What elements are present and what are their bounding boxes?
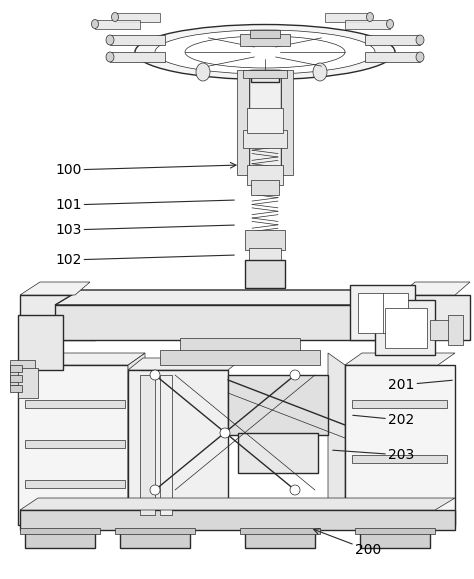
Bar	[25, 440, 125, 448]
Bar	[10, 375, 22, 382]
Bar	[245, 530, 315, 548]
Bar	[365, 35, 420, 45]
Bar	[115, 13, 160, 22]
Bar	[251, 70, 279, 82]
Polygon shape	[18, 353, 145, 365]
Bar	[281, 70, 293, 175]
Ellipse shape	[135, 24, 395, 79]
Ellipse shape	[313, 63, 327, 81]
Bar	[365, 52, 420, 62]
Polygon shape	[20, 282, 90, 295]
Bar	[251, 180, 279, 195]
Bar	[20, 295, 95, 340]
Bar	[352, 455, 447, 463]
Bar	[55, 305, 420, 340]
Bar	[237, 70, 249, 175]
Circle shape	[150, 485, 160, 495]
Polygon shape	[128, 353, 145, 525]
Text: 202: 202	[353, 413, 414, 427]
Bar	[18, 315, 63, 370]
Bar	[249, 70, 281, 175]
Circle shape	[150, 370, 160, 380]
Bar	[20, 510, 455, 530]
Bar	[240, 528, 320, 534]
Ellipse shape	[416, 35, 424, 45]
Text: 201: 201	[388, 378, 452, 392]
Bar	[430, 320, 450, 340]
Bar	[250, 30, 280, 38]
Bar	[10, 365, 22, 372]
Bar	[140, 375, 155, 515]
Bar	[325, 13, 370, 22]
Bar	[352, 400, 447, 408]
Polygon shape	[400, 282, 470, 295]
Bar	[358, 293, 408, 333]
Ellipse shape	[416, 52, 424, 62]
Bar	[245, 260, 285, 288]
Bar	[243, 130, 287, 148]
Bar	[25, 480, 125, 488]
Text: 203: 203	[333, 448, 414, 462]
Bar	[350, 285, 415, 340]
Bar	[385, 308, 427, 348]
Text: 101: 101	[55, 198, 234, 212]
Ellipse shape	[386, 20, 393, 28]
Bar	[25, 400, 125, 408]
Circle shape	[290, 485, 300, 495]
Bar	[345, 20, 390, 29]
Bar	[115, 528, 195, 534]
Bar	[247, 165, 283, 185]
Bar	[238, 433, 318, 473]
Bar	[355, 528, 435, 534]
Polygon shape	[345, 353, 455, 365]
Text: 103: 103	[55, 223, 234, 237]
Bar	[18, 365, 128, 525]
Polygon shape	[55, 290, 420, 305]
Text: 102: 102	[55, 253, 234, 267]
Bar	[110, 52, 165, 62]
Bar	[243, 70, 287, 78]
Bar	[160, 350, 320, 365]
Ellipse shape	[196, 63, 210, 81]
Bar	[10, 385, 22, 392]
Text: 100: 100	[55, 163, 236, 177]
Bar	[448, 315, 463, 345]
Bar	[400, 295, 470, 340]
Bar	[25, 530, 95, 548]
Ellipse shape	[106, 52, 114, 62]
Circle shape	[290, 370, 300, 380]
Polygon shape	[20, 498, 455, 510]
Bar	[10, 360, 35, 385]
Circle shape	[220, 428, 230, 438]
Bar	[95, 20, 140, 29]
Bar	[18, 368, 38, 398]
Bar	[228, 375, 328, 435]
Bar	[160, 375, 172, 515]
Bar	[247, 108, 283, 133]
Ellipse shape	[366, 13, 374, 21]
Polygon shape	[328, 353, 345, 525]
Bar	[20, 528, 100, 534]
Bar	[128, 370, 228, 520]
Bar	[249, 248, 281, 266]
Polygon shape	[128, 358, 243, 370]
Ellipse shape	[185, 36, 345, 68]
Bar	[375, 300, 435, 355]
Ellipse shape	[91, 20, 99, 28]
Bar	[110, 35, 165, 45]
Bar	[345, 365, 455, 525]
Ellipse shape	[111, 13, 118, 21]
Bar	[120, 530, 190, 548]
Bar	[360, 530, 430, 548]
Bar	[240, 34, 290, 46]
Ellipse shape	[155, 30, 375, 74]
Ellipse shape	[106, 35, 114, 45]
Bar	[180, 338, 300, 356]
Text: 200: 200	[314, 529, 381, 557]
Bar	[245, 230, 285, 250]
